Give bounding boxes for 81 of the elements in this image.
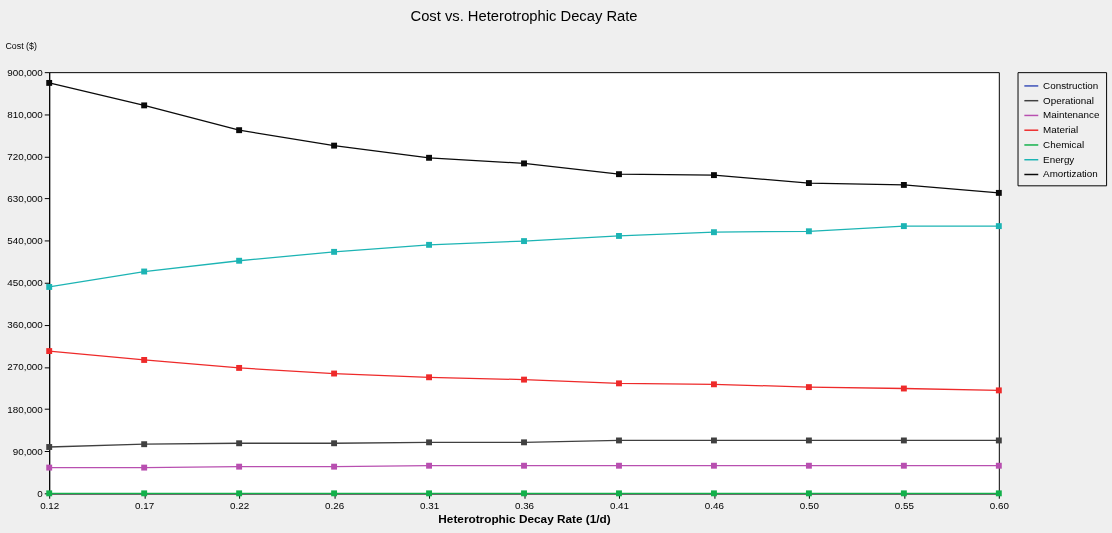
point (900, 462, 907, 469)
x-tick-label: 0.17 (135, 499, 155, 511)
y-tick-label: 540,000 (7, 235, 44, 247)
point (236, 257, 243, 264)
y-tick-label: 270,000 (7, 361, 44, 373)
point (426, 439, 433, 446)
point (616, 171, 622, 178)
point (521, 462, 527, 469)
point (46, 79, 53, 86)
point (616, 232, 622, 239)
point (995, 462, 1002, 469)
x-tick-label: 0.36 (514, 499, 535, 511)
legend-label: Operational (1043, 94, 1094, 106)
point (710, 229, 717, 236)
point (995, 223, 1002, 230)
point (521, 376, 527, 383)
point (236, 440, 243, 447)
legend-label: Material (1043, 124, 1079, 136)
point (331, 142, 338, 149)
x-axis-title: Heterotrophic Decay Rate (1/d) (438, 512, 611, 527)
point (46, 284, 53, 290)
point (616, 380, 622, 387)
point (521, 238, 527, 245)
point (46, 444, 53, 450)
chart-title: Cost vs. Heterotrophic Decay Rate (410, 7, 638, 24)
x-tick-label: 0.46 (704, 499, 725, 511)
legend-label: Construction (1043, 79, 1099, 91)
point (710, 381, 717, 388)
point (141, 464, 148, 471)
point (236, 463, 243, 470)
y-tick-label: 180,000 (7, 403, 44, 415)
point (805, 462, 812, 469)
point (521, 160, 527, 167)
point (141, 441, 148, 448)
legend-label: Energy (1043, 153, 1075, 165)
point (426, 462, 433, 469)
point (805, 180, 812, 187)
x-tick-label: 0.60 (989, 499, 1010, 511)
point (995, 387, 1002, 394)
point (995, 189, 1002, 196)
point (616, 462, 622, 469)
y-tick-label: 360,000 (7, 319, 44, 331)
point (331, 440, 338, 447)
point (236, 364, 243, 371)
point (426, 374, 433, 381)
point (141, 102, 148, 109)
point (141, 357, 148, 363)
y-tick-label: 450,000 (7, 277, 44, 289)
point (805, 228, 812, 235)
y-tick-label: 720,000 (7, 150, 44, 162)
point (331, 463, 338, 470)
point (805, 384, 812, 391)
x-tick-label: 0.31 (419, 499, 440, 511)
point (710, 490, 717, 497)
y-tick-label: 630,000 (7, 192, 44, 204)
point (426, 241, 433, 248)
legend-label: Chemical (1043, 138, 1085, 150)
x-tick-label: 0.22 (230, 499, 250, 511)
y-tick-label: 900,000 (7, 66, 44, 78)
point (900, 223, 907, 230)
point (900, 490, 907, 497)
point (426, 154, 433, 161)
y-tick-label: 810,000 (7, 108, 44, 120)
y-tick-label: 90,000 (12, 445, 44, 457)
point (236, 127, 243, 134)
point (521, 439, 527, 446)
point (900, 181, 907, 188)
point (710, 172, 717, 179)
y-tick-label: 0 (37, 487, 44, 499)
x-tick-label: 0.50 (799, 499, 820, 511)
point (710, 462, 717, 469)
point (46, 464, 53, 471)
x-tick-label: 0.55 (894, 499, 915, 511)
legend-label: Maintenance (1043, 109, 1100, 121)
y-axis-title: Cost ($) (5, 41, 37, 52)
point (46, 348, 53, 355)
x-tick-label: 0.26 (325, 499, 345, 511)
x-tick-label: 0.12 (40, 499, 60, 511)
legend-label: Amortization (1043, 168, 1098, 180)
x-tick-label: 0.41 (609, 499, 630, 511)
point (331, 248, 338, 255)
